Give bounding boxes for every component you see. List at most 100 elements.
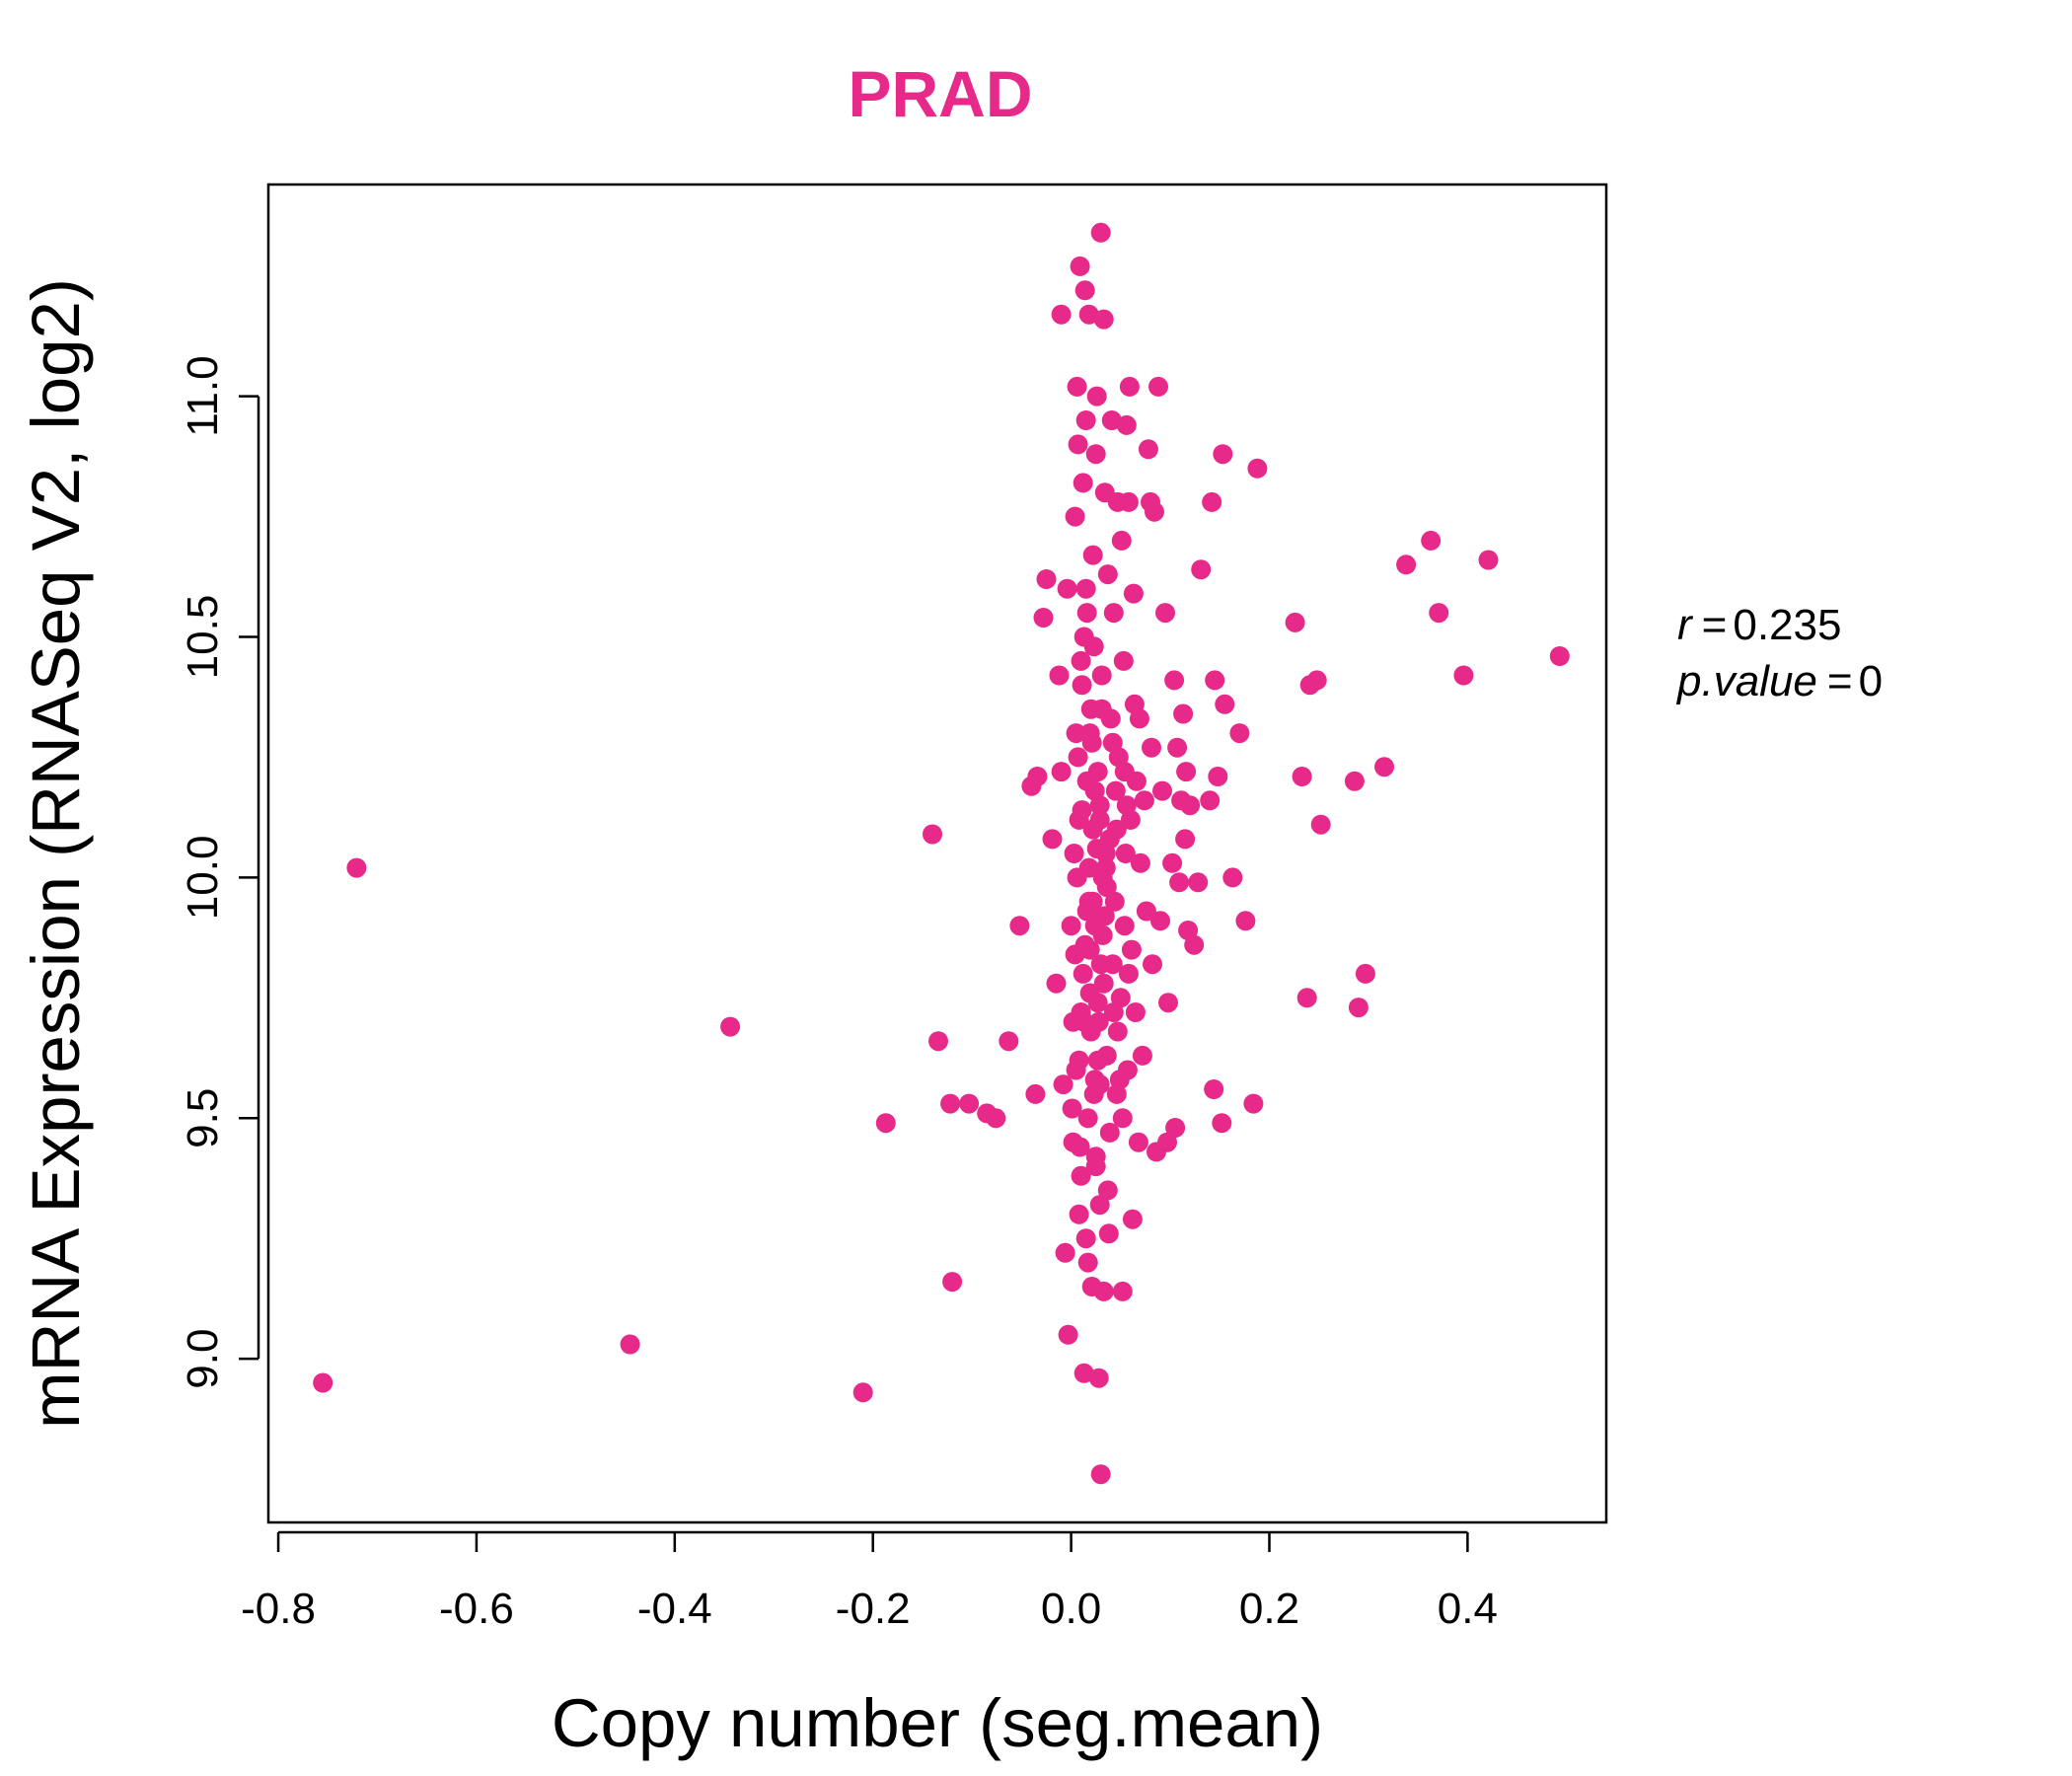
- data-point: [1070, 1137, 1090, 1157]
- data-point: [1090, 954, 1111, 975]
- data-point: [1049, 665, 1070, 686]
- x-tick-label: 0.4: [1438, 1585, 1498, 1633]
- data-point: [1097, 1180, 1118, 1201]
- data-points: [313, 222, 1570, 1485]
- data-point: [1104, 891, 1125, 912]
- data-point: [1306, 670, 1327, 691]
- data-point: [1116, 795, 1137, 816]
- y-tick-label: 10.5: [179, 595, 227, 680]
- data-point: [1065, 506, 1085, 527]
- data-point: [1091, 699, 1112, 719]
- data-point: [1073, 963, 1093, 984]
- data-point: [1247, 458, 1268, 479]
- r-equals: =: [1702, 601, 1728, 649]
- data-point: [1053, 1074, 1073, 1095]
- data-point: [1075, 578, 1096, 599]
- data-point: [620, 1334, 640, 1355]
- data-point: [1176, 762, 1197, 782]
- data-point: [1243, 1093, 1264, 1114]
- x-tick-label: 0.2: [1239, 1585, 1299, 1633]
- data-point: [1429, 603, 1449, 624]
- data-point: [1082, 819, 1103, 840]
- data-point: [1136, 901, 1156, 922]
- data-point: [1222, 867, 1243, 888]
- data-point: [1453, 665, 1474, 686]
- data-point: [1065, 944, 1085, 965]
- data-point: [1212, 1113, 1232, 1134]
- data-point: [1202, 491, 1222, 512]
- data-point: [1087, 1050, 1108, 1071]
- r-label: r: [1677, 601, 1694, 649]
- data-point: [1213, 444, 1233, 465]
- x-tick-label: -0.4: [637, 1585, 712, 1633]
- x-tick-label: -0.6: [439, 1585, 514, 1633]
- data-point: [1150, 911, 1170, 931]
- data-point: [1077, 1108, 1098, 1129]
- y-axis-label: mRNA Expression (RNASeq V2, log2): [18, 278, 94, 1429]
- data-point: [1158, 993, 1178, 1013]
- data-point: [1068, 747, 1088, 768]
- data-point: [875, 1113, 896, 1134]
- data-point: [1103, 603, 1124, 624]
- data-point: [1478, 550, 1499, 570]
- data-point: [1102, 732, 1123, 753]
- data-point: [1296, 988, 1317, 1008]
- y-tick-label: 11.0: [179, 355, 227, 436]
- data-point: [1036, 569, 1057, 589]
- y-axis: 9.0 9.5 10.0 10.5 11.0: [179, 355, 260, 1389]
- data-point: [1132, 1045, 1152, 1066]
- p-label: p.value: [1675, 657, 1817, 705]
- data-point: [1145, 501, 1164, 522]
- data-point: [1200, 790, 1221, 811]
- data-point: [1173, 703, 1194, 724]
- p-stat-line: p.value = 0: [1675, 657, 1883, 705]
- data-point: [1204, 1079, 1224, 1099]
- data-point: [1071, 1165, 1091, 1186]
- chart-title: PRAD: [848, 57, 1032, 130]
- data-point: [1077, 1252, 1098, 1273]
- data-point: [1114, 916, 1135, 936]
- data-point: [1157, 1132, 1177, 1152]
- data-point: [1025, 1083, 1046, 1104]
- data-point: [1095, 857, 1116, 878]
- data-point: [1111, 530, 1132, 551]
- data-point: [1138, 439, 1158, 460]
- x-tick-label: -0.2: [836, 1585, 911, 1633]
- x-axis: -0.8 -0.6 -0.4 -0.2 0.0 0.2 0.4: [241, 1530, 1498, 1633]
- data-point: [1105, 780, 1126, 801]
- data-point: [1155, 603, 1175, 624]
- data-point: [1285, 612, 1305, 632]
- data-point: [1057, 578, 1077, 599]
- data-point: [1093, 1281, 1114, 1301]
- data-point: [1066, 1060, 1086, 1080]
- data-point: [942, 1272, 963, 1293]
- data-point: [1184, 934, 1205, 955]
- data-point: [1421, 530, 1442, 551]
- data-point: [1175, 829, 1196, 850]
- data-point: [1114, 762, 1135, 782]
- data-point: [1086, 386, 1107, 407]
- data-point: [1109, 1070, 1130, 1090]
- data-point: [1088, 1368, 1109, 1388]
- data-point: [1082, 545, 1103, 565]
- data-point: [1164, 670, 1185, 691]
- data-point: [1123, 583, 1144, 604]
- y-tick-label: 9.5: [179, 1088, 227, 1148]
- data-point: [1103, 1002, 1124, 1022]
- data-point: [1116, 414, 1137, 435]
- p-equals: =: [1827, 657, 1853, 705]
- data-point: [1215, 694, 1235, 714]
- data-point: [1348, 998, 1369, 1018]
- data-point: [940, 1093, 961, 1114]
- data-point: [1396, 555, 1417, 575]
- data-point: [1119, 376, 1140, 397]
- data-point: [720, 1016, 741, 1037]
- data-point: [1069, 809, 1089, 830]
- data-point: [1142, 737, 1161, 758]
- data-point: [1076, 603, 1097, 624]
- data-point: [1106, 819, 1127, 840]
- y-tick-label: 10.0: [179, 836, 227, 921]
- data-point: [1009, 916, 1030, 936]
- data-point: [1085, 444, 1106, 465]
- data-point: [1055, 1242, 1075, 1263]
